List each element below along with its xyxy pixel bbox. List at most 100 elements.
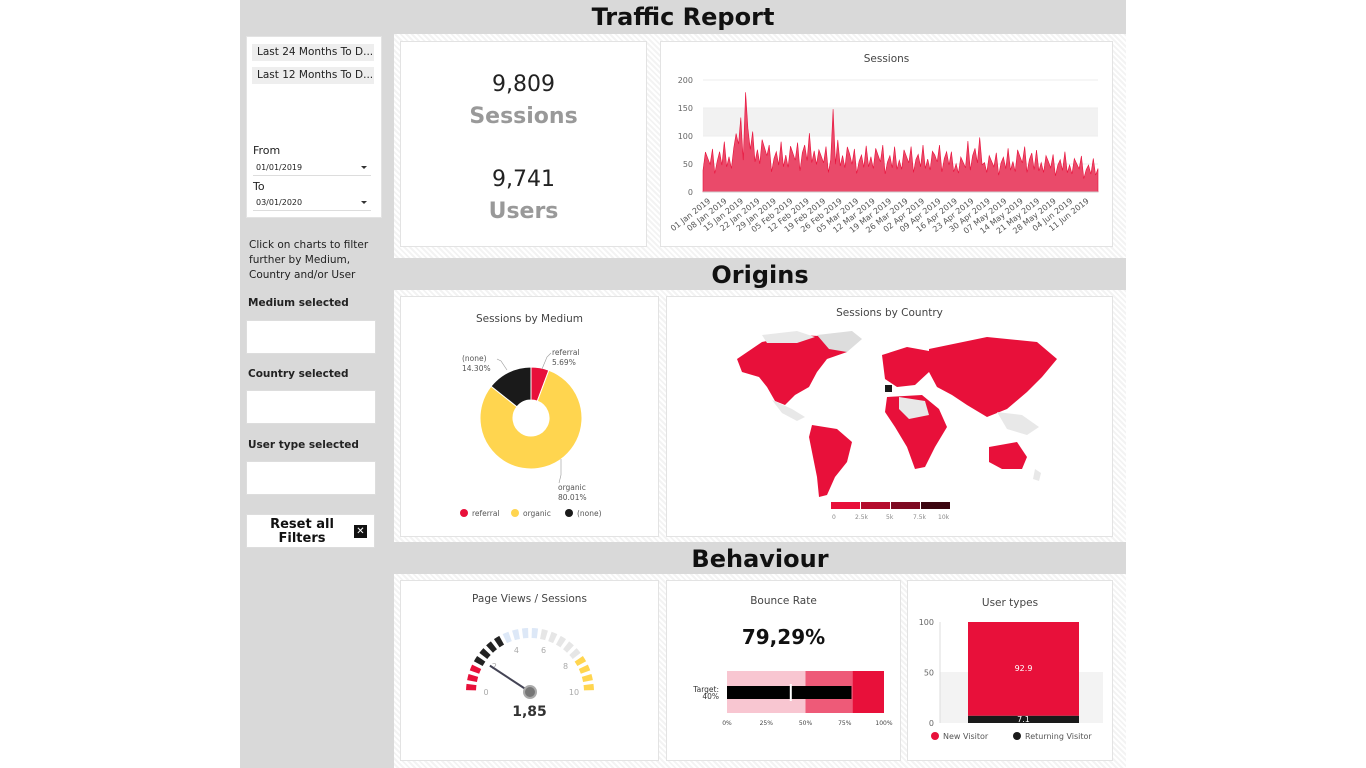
africa	[885, 395, 947, 469]
legend-dot	[931, 732, 939, 740]
gauge-segment	[521, 628, 529, 639]
close-icon: ✕	[354, 525, 367, 538]
legend-dot	[460, 509, 468, 517]
sessions-band	[703, 108, 1098, 136]
medium-selected-field[interactable]	[246, 320, 376, 354]
australia	[989, 442, 1027, 469]
bullet-value-bar	[727, 686, 852, 699]
bounce-rate-panel: Bounce Rate 79,29% Target: 40% 0% 25% 50% 75%…	[666, 580, 901, 761]
gauge-tick-label: 0	[483, 688, 488, 697]
donut-slice-organic	[479, 369, 583, 470]
to-date-input[interactable]: 03/01/2020	[253, 195, 371, 211]
gauge-segment	[512, 629, 520, 641]
y-tick-label: 100	[678, 132, 693, 141]
range-last-12-months[interactable]: Last 12 Months To D...	[252, 67, 374, 84]
medium-selected-label: Medium selected	[248, 297, 349, 309]
bar-returning-visitor	[968, 715, 1079, 723]
legend-returning-visitor: Returning Visitor	[1025, 732, 1092, 741]
medium-donut-chart[interactable]: referral5.69%(none)14.30%organic80.01%re…	[401, 297, 660, 538]
legend-bin-1	[831, 502, 860, 509]
bullet-tick-label: 0%	[722, 720, 732, 727]
north-america	[737, 335, 847, 405]
user-types-panel[interactable]: User types 0 50 100 92.9 7.1 New Visitor Retur…	[907, 580, 1113, 761]
mexico	[772, 400, 805, 421]
sessions-chart-title: Sessions	[863, 53, 910, 65]
sessions-value: 9,809	[492, 72, 555, 97]
map-scale-10k: 10k	[938, 514, 950, 521]
europe	[882, 347, 929, 387]
gauge-segment	[479, 648, 491, 659]
user-types-chart[interactable]: 0 50 100 92.9 7.1 New Visitor Returning Visito…	[908, 581, 1114, 762]
gauge-segment	[473, 655, 486, 667]
leader-line	[558, 459, 562, 484]
gauge-segment	[540, 629, 548, 641]
bounce-rate-value: 79,29%	[741, 625, 826, 649]
country-map-panel[interactable]: Sessions by Country	[666, 296, 1113, 537]
highlight-country	[885, 385, 892, 392]
map-scale-2-5k: 2.5k	[855, 514, 869, 521]
gauge-segment	[569, 648, 581, 659]
y-tick-label: 200	[678, 76, 693, 85]
date-range-panel: Last 24 Months To D... Last 12 Months To…	[246, 36, 382, 218]
bullet-tick-label: 75%	[838, 720, 852, 727]
chevron-down-icon	[361, 201, 367, 204]
gauge-segment	[555, 635, 567, 648]
gauge-tick-label: 4	[514, 646, 519, 655]
bullet-tick-label: 25%	[760, 720, 774, 727]
bounce-bullet-chart: Target:40% 0% 25% 50% 75% 100%	[692, 671, 893, 727]
sahara	[899, 397, 929, 419]
sessions-chart-panel[interactable]: Sessions 0 50 100 150 200 01 Jan 2019 08 Jan 2…	[660, 41, 1113, 247]
usertype-selected-label: User type selected	[248, 439, 359, 451]
world-countries[interactable]	[737, 331, 1057, 497]
filter-help-text: Click on charts to filter further by Med…	[249, 239, 369, 281]
pageviews-panel: Page Views / Sessions 0 2 4 6 8 10 1,85	[400, 580, 659, 761]
legend-bin-3	[891, 502, 920, 509]
gauge-segment	[502, 631, 512, 644]
gauge-segment	[563, 641, 574, 653]
country-selected-field[interactable]	[246, 390, 376, 424]
map-scale-7-5k: 7.5k	[913, 514, 927, 521]
medium-chart-title: Sessions by Medium	[475, 313, 584, 325]
y-tick-label: 0	[688, 188, 693, 197]
se-asia	[997, 412, 1039, 435]
organic-label: organic	[558, 483, 586, 492]
chevron-down-icon	[361, 166, 367, 169]
reset-filters-button[interactable]: Reset all Filters ✕	[246, 514, 375, 548]
pageviews-gauge: 0 2 4 6 8 10	[466, 628, 594, 699]
users-label: Users	[488, 199, 559, 224]
usertype-selected-field[interactable]	[246, 461, 376, 495]
bullet-target-value: 40%	[702, 692, 719, 701]
gauge-segment	[531, 628, 539, 639]
new-visitor-value: 92.9	[1015, 664, 1033, 673]
y-tick-label: 100	[919, 618, 934, 627]
world-map[interactable]: 0 2.5k 5k 7.5k 10k	[667, 297, 1114, 538]
gauge-segment	[466, 683, 477, 691]
dashboard: Traffic Report Origins Behaviour Last 24…	[240, 0, 1126, 768]
y-tick-label: 50	[924, 669, 934, 678]
y-tick-label: 0	[929, 719, 934, 728]
legend-label: (none)	[577, 509, 602, 518]
leader-line	[496, 358, 508, 371]
bullet-tick-label: 50%	[799, 720, 813, 727]
legend-label: organic	[523, 509, 551, 518]
range-last-24-months[interactable]: Last 24 Months To D...	[252, 44, 374, 61]
legend-label: referral	[472, 509, 500, 518]
country-chart-title: Sessions by Country	[836, 307, 943, 319]
canada-north	[762, 331, 815, 343]
legend-new-visitor: New Visitor	[943, 732, 989, 741]
gauge-needle	[489, 664, 531, 693]
map-legend	[831, 502, 950, 509]
filter-sidebar: Last 24 Months To D... Last 12 Months To…	[240, 34, 394, 768]
reset-filters-label: Reset all Filters	[270, 517, 334, 546]
south-america	[809, 425, 852, 497]
asia	[929, 337, 1057, 417]
bullet-target-label: Target:	[692, 685, 719, 694]
user-types-title: User types	[981, 597, 1039, 609]
gauge-segment	[583, 683, 594, 691]
bar-new-visitor	[968, 622, 1079, 716]
from-date-value: 01/01/2019	[256, 163, 303, 172]
sessions-label: Sessions	[469, 104, 578, 129]
medium-chart-panel[interactable]: Sessions by Medium referral 5.69% (none) 14…	[400, 296, 659, 537]
from-date-input[interactable]: 01/01/2019	[253, 160, 371, 176]
